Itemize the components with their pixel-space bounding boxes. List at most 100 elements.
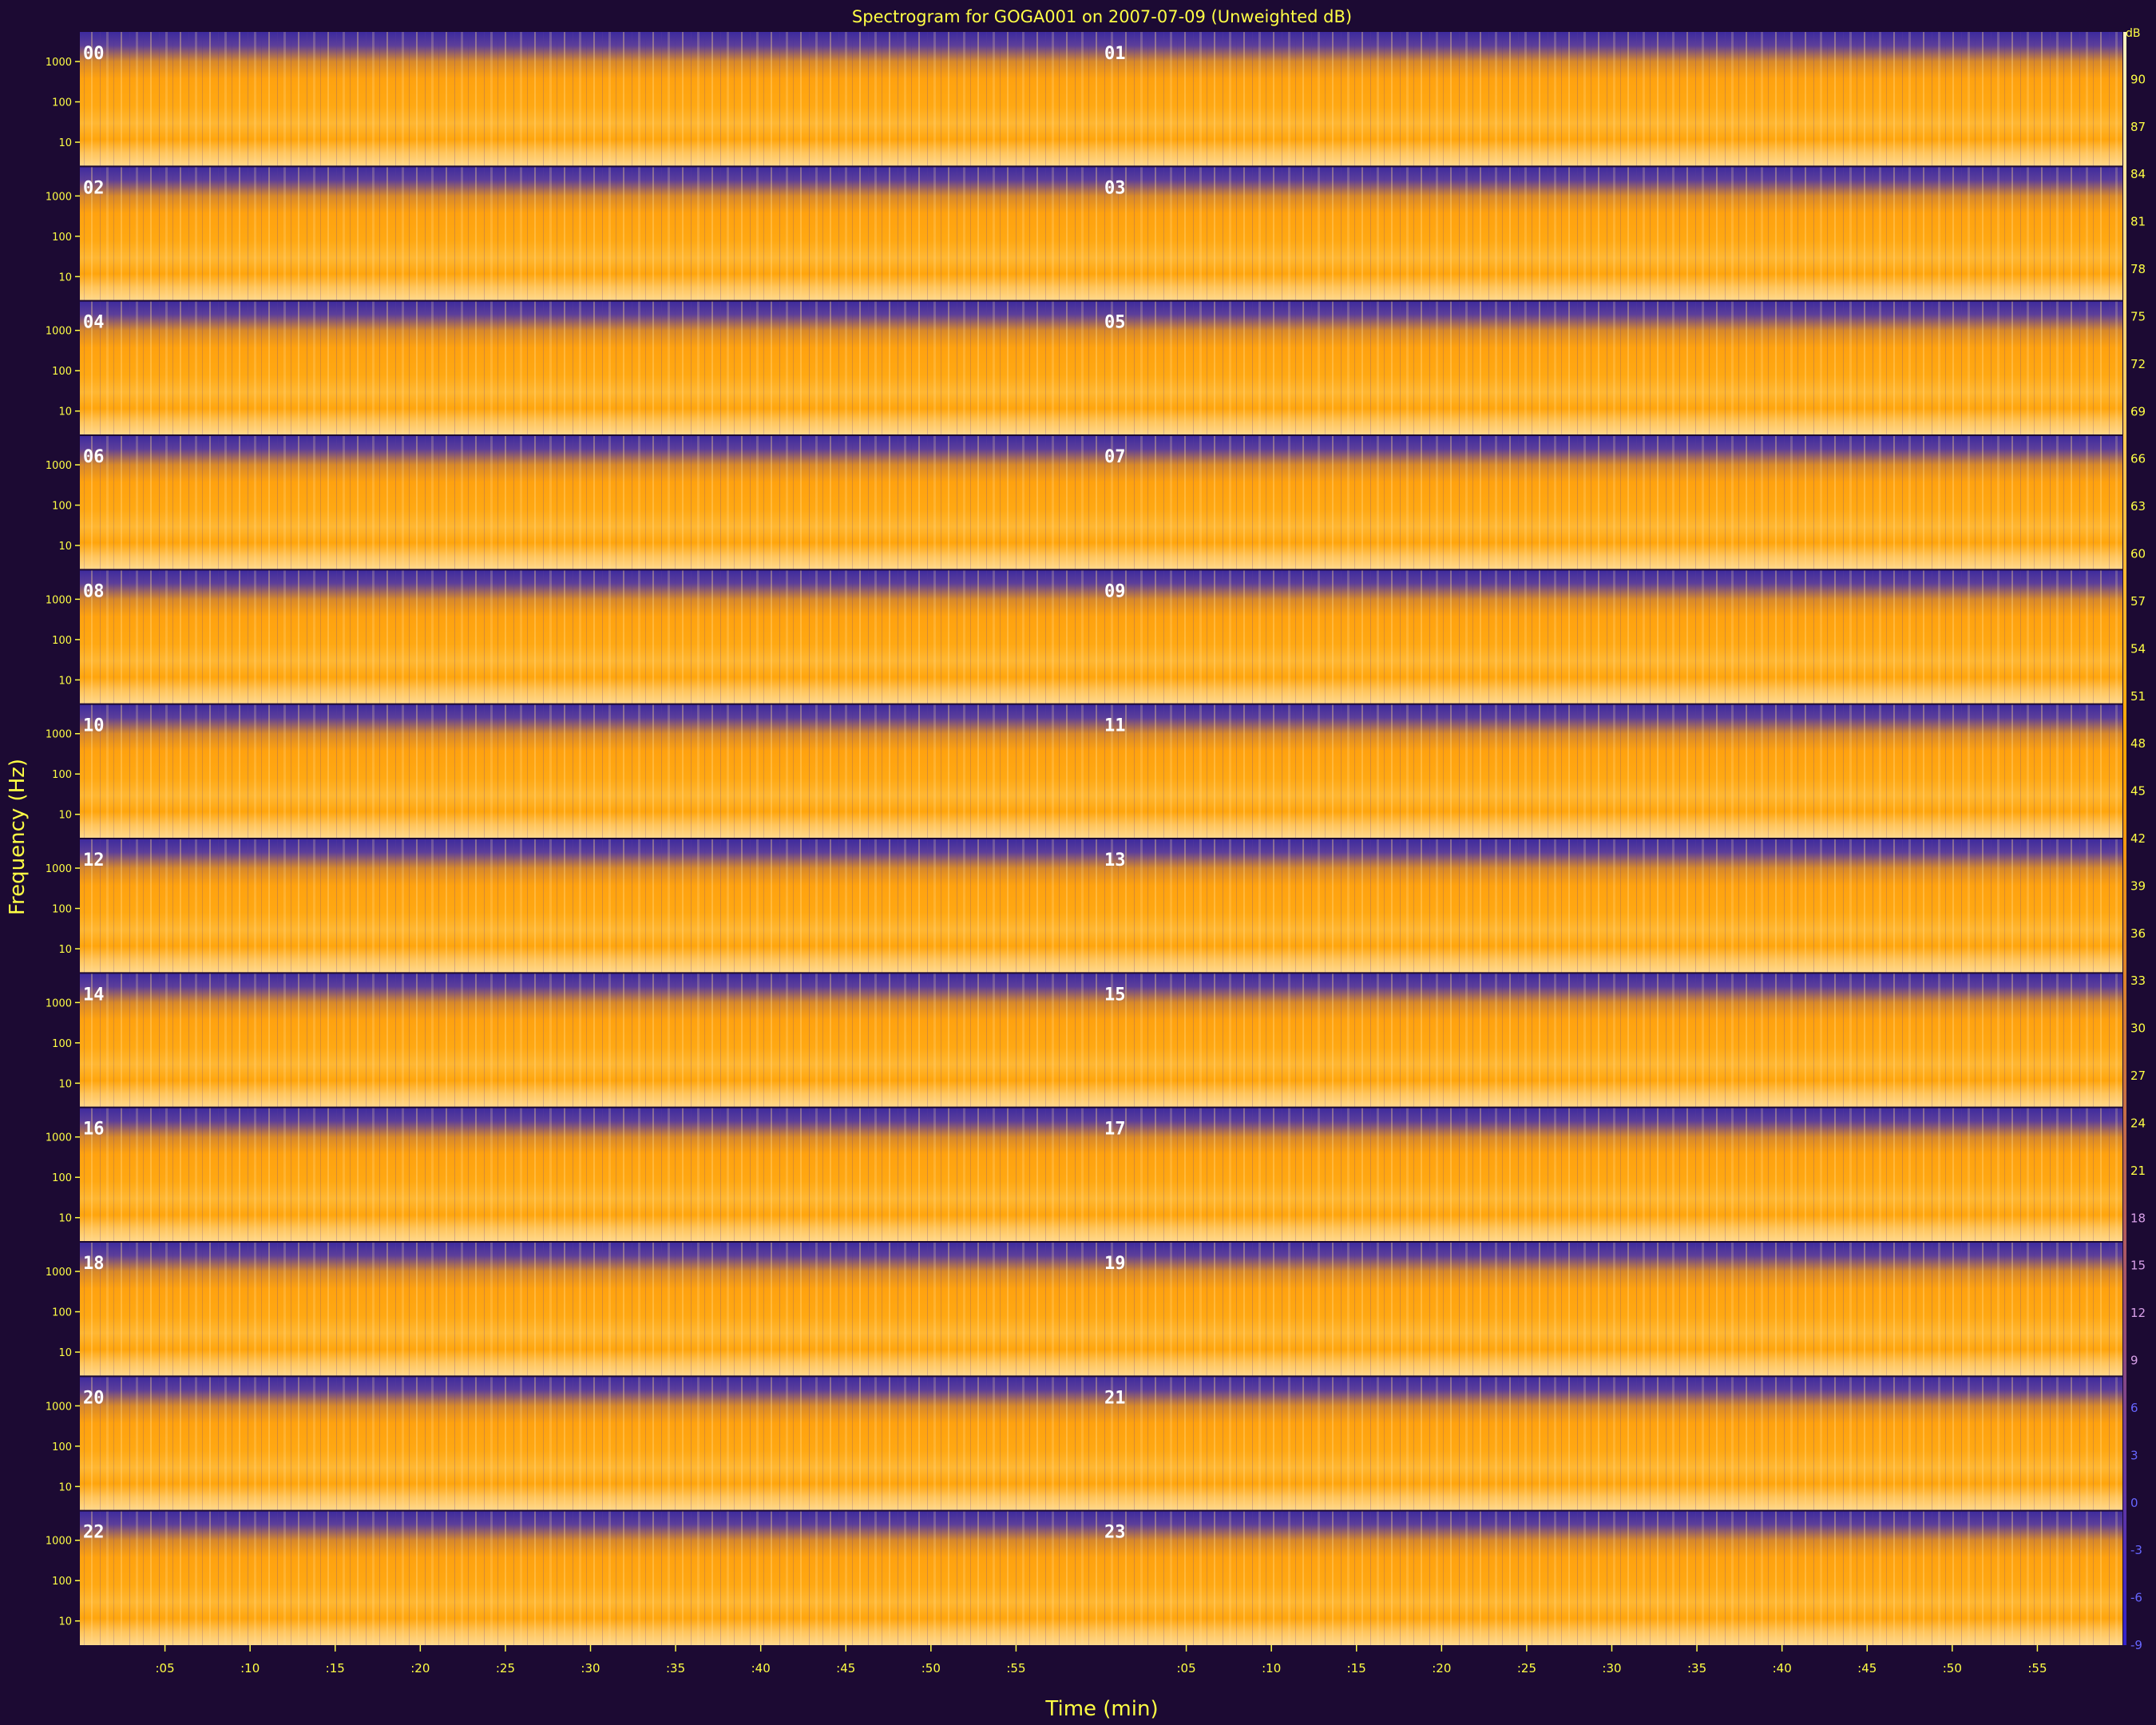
colorbar-tick-label: 6: [2130, 1401, 2138, 1415]
panel-hour-label: 12: [83, 851, 105, 870]
frequency-tick-label: 10: [58, 1347, 72, 1359]
spectrogram-texture: [1101, 839, 2122, 974]
panel-hour-label: 02: [83, 178, 105, 198]
colorbar-tick-label: 57: [2130, 594, 2146, 609]
colorbar-tick-label: 51: [2130, 689, 2146, 704]
frequency-tick-label: 100: [52, 501, 72, 513]
colorbar-tick-label: 60: [2130, 547, 2146, 561]
spectrogram-texture: [80, 1376, 1101, 1511]
frequency-tick-label: 10: [58, 406, 72, 418]
colorbar-tick-label: 45: [2130, 784, 2146, 799]
time-tick-label: :50: [1943, 1661, 1962, 1675]
spectrogram-texture: [1101, 1242, 2122, 1377]
spectrogram-texture: [1101, 569, 2122, 704]
colorbar-tick-label: 0: [2130, 1496, 2138, 1510]
frequency-tick-label: 10: [58, 272, 72, 284]
frequency-tick-label: 1000: [46, 729, 72, 741]
colorbar-tick-label: 81: [2130, 215, 2146, 229]
spectrogram-texture: [1101, 435, 2122, 570]
colorbar-tick-label: 54: [2130, 641, 2146, 656]
time-tick-label: :30: [581, 1661, 600, 1675]
frequency-tick-label: 10: [58, 1078, 72, 1090]
spectrogram-texture: [80, 839, 1101, 974]
spectrogram-texture: [1101, 166, 2122, 301]
panel-hour-label: 17: [1104, 1120, 1126, 1140]
spectrogram-texture: [80, 32, 1101, 167]
time-tick-label: :10: [240, 1661, 260, 1675]
frequency-tick-label: 10: [58, 810, 72, 822]
frequency-tick-label: 1000: [46, 57, 72, 69]
frequency-tick-label: 10: [58, 1213, 72, 1225]
panel-hour-label: 21: [1104, 1388, 1126, 1408]
frequency-tick-label: 1000: [46, 326, 72, 338]
colorbar-tick-label: 69: [2130, 404, 2146, 418]
spectrogram-texture: [80, 300, 1101, 435]
time-tick-label: :05: [1177, 1661, 1196, 1675]
frequency-tick-label: 10: [58, 1616, 72, 1628]
frequency-tick-label: 1000: [46, 191, 72, 203]
colorbar-tick-label: -3: [2130, 1543, 2142, 1557]
time-tick-label: :10: [1262, 1661, 1281, 1675]
panel-hour-label: 22: [83, 1523, 105, 1543]
colorbar-tick-label: 12: [2130, 1306, 2146, 1320]
spectrogram-texture: [1101, 300, 2122, 435]
colorbar-scale: [2123, 32, 2126, 1645]
frequency-tick-label: 100: [52, 904, 72, 916]
panel-hour-label: 03: [1104, 178, 1126, 198]
frequency-tick-label: 100: [52, 1172, 72, 1184]
colorbar-tick-label: 90: [2130, 72, 2146, 86]
panel-hour-label: 16: [83, 1120, 105, 1140]
time-tick-label: :25: [1517, 1661, 1536, 1675]
panel-hour-label: 08: [83, 581, 105, 601]
frequency-tick-label: 100: [52, 97, 72, 109]
frequency-tick-label: 1000: [46, 1401, 72, 1413]
chart-title: Spectrogram for GOGA001 on 2007-07-09 (U…: [852, 7, 1352, 26]
panel-hour-label: 00: [83, 44, 105, 64]
frequency-tick-label: 10: [58, 1481, 72, 1493]
time-tick-label: :50: [921, 1661, 941, 1675]
frequency-tick-label: 100: [52, 769, 72, 781]
panel-hour-label: 09: [1104, 581, 1126, 601]
spectrogram-panels: 00 01 02 03 04 05 06 07 08 09 10 11 12 13 14 15 16 17 18 19…: [80, 32, 2122, 1645]
spectrogram-texture: [80, 435, 1101, 570]
panel-hour-label: 15: [1104, 985, 1126, 1005]
frequency-tick-label: 1000: [46, 997, 72, 1009]
colorbar-tick-label: 42: [2130, 831, 2146, 846]
panel-hour-label: 11: [1104, 716, 1126, 736]
frequency-tick-label: 1000: [46, 863, 72, 875]
colorbar-unit-label: dB: [2126, 27, 2141, 40]
frequency-tick-label: 1000: [46, 1267, 72, 1279]
colorbar-tick-label: 9: [2130, 1354, 2138, 1368]
colorbar-tick-label: 84: [2130, 167, 2146, 181]
colorbar-tick-label: 87: [2130, 120, 2146, 134]
frequency-tick-label: 1000: [46, 460, 72, 472]
time-tick-label: :15: [1347, 1661, 1366, 1675]
colorbar-tick-label: 3: [2130, 1448, 2138, 1462]
time-tick-label: :05: [156, 1661, 175, 1675]
frequency-tick-label: 100: [52, 635, 72, 647]
y-axis-label: Frequency (Hz): [6, 759, 30, 915]
panel-hour-label: 01: [1104, 44, 1126, 64]
colorbar: 9087848178757269666360575451484542393633…: [2123, 32, 2146, 1652]
time-tick-label: :55: [2027, 1661, 2047, 1675]
time-tick-label: :20: [1432, 1661, 1451, 1675]
spectrogram-texture: [1101, 32, 2122, 167]
colorbar-tick-label: 24: [2130, 1116, 2146, 1130]
panel-hour-label: 06: [83, 447, 105, 467]
spectrogram-texture: [80, 973, 1101, 1108]
colorbar-tick-label: 66: [2130, 452, 2146, 466]
frequency-tick-label: 100: [52, 232, 72, 244]
colorbar-tick-label: 36: [2130, 926, 2146, 941]
time-tick-label: :55: [1006, 1661, 1025, 1675]
x-axis-label: Time (min): [1044, 1697, 1158, 1721]
colorbar-tick-label: 27: [2130, 1069, 2146, 1083]
time-tick-label: :20: [410, 1661, 430, 1675]
spectrogram-texture: [80, 1107, 1101, 1242]
colorbar-tick-label: 63: [2130, 499, 2146, 514]
time-tick-label: :25: [496, 1661, 515, 1675]
panel-hour-label: 14: [83, 985, 105, 1005]
spectrogram-texture: [80, 166, 1101, 301]
time-ticks: :05:10:15:20:25:30:35:40:45:50:55:05:10:…: [156, 1645, 2047, 1675]
spectrogram-texture: [80, 1510, 1101, 1645]
